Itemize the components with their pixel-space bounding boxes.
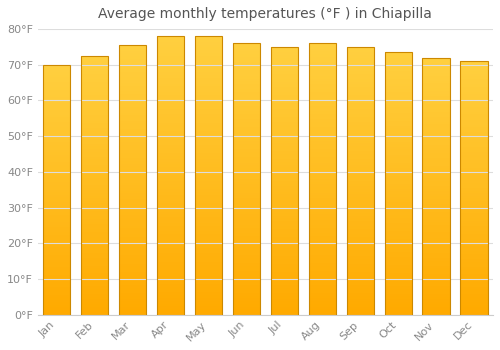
Bar	[233, 43, 260, 315]
Bar	[43, 65, 70, 315]
Bar	[422, 58, 450, 315]
Bar	[460, 61, 487, 315]
Bar	[81, 56, 108, 315]
Bar	[384, 52, 412, 315]
Bar	[270, 47, 298, 315]
Bar	[119, 45, 146, 315]
Bar	[157, 36, 184, 315]
Bar	[346, 47, 374, 315]
Bar	[308, 43, 336, 315]
Bar	[195, 36, 222, 315]
Title: Average monthly temperatures (°F ) in Chiapilla: Average monthly temperatures (°F ) in Ch…	[98, 7, 432, 21]
